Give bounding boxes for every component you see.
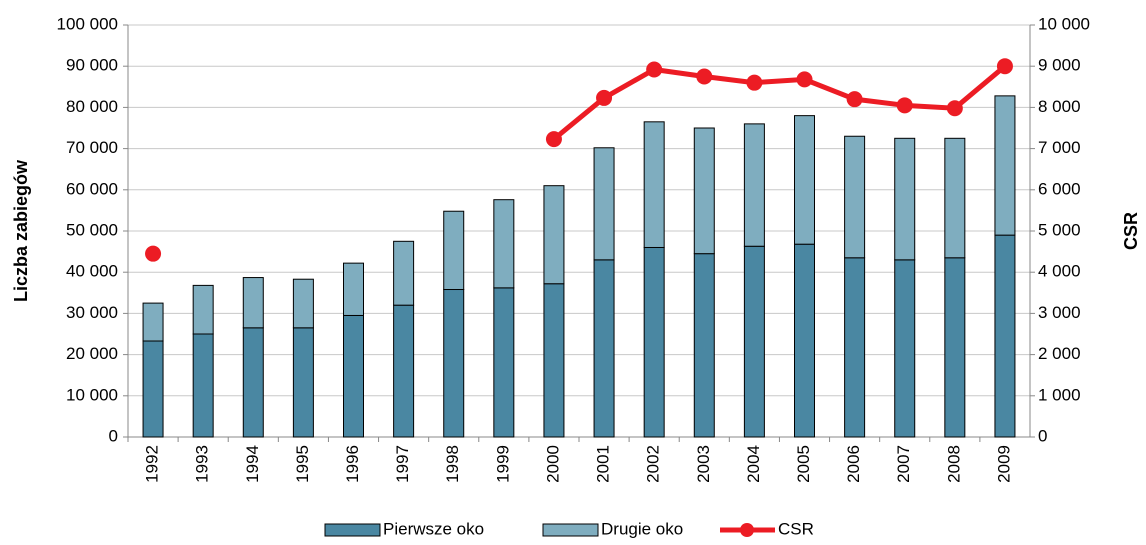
legend-swatch xyxy=(324,523,381,537)
bar xyxy=(343,314,364,438)
legend-swatch xyxy=(542,523,599,537)
bar xyxy=(844,135,866,259)
bar xyxy=(743,123,765,247)
bar xyxy=(894,259,916,438)
x-tick-label: 1994 xyxy=(243,445,262,483)
bar xyxy=(794,243,815,438)
y2-tick-label: 8 000 xyxy=(1038,97,1081,116)
y-tick-label: 30 000 xyxy=(66,303,118,322)
legend-label: CSR xyxy=(778,519,814,538)
bar xyxy=(443,210,465,291)
marker xyxy=(596,89,613,106)
x-tick-label: 2007 xyxy=(894,445,913,483)
bar xyxy=(693,127,715,255)
marker xyxy=(946,100,963,117)
bar xyxy=(693,253,715,438)
bar xyxy=(944,137,966,259)
x-tick-label: 2008 xyxy=(944,445,963,483)
y2-tick-label: 0 xyxy=(1038,426,1047,445)
bar xyxy=(443,289,465,438)
line xyxy=(552,64,1007,142)
y2-tick-label: 6 000 xyxy=(1038,179,1081,198)
x-tick-label: 2003 xyxy=(694,445,713,483)
y-tick-label: 90 000 xyxy=(66,56,118,75)
bar xyxy=(643,246,665,438)
x-tick-label: 2006 xyxy=(844,445,863,483)
bar xyxy=(242,327,264,438)
y-tick-label: 70 000 xyxy=(66,138,118,157)
y2-tick-label: 7 000 xyxy=(1038,138,1081,157)
y-axis-title: Liczba zabiegów xyxy=(11,159,31,302)
y-tick-label: 40 000 xyxy=(66,262,118,281)
x-tick-label: 2002 xyxy=(644,445,663,483)
x-tick-label: 2004 xyxy=(744,445,763,483)
y-tick-label: 60 000 xyxy=(66,179,118,198)
bar xyxy=(643,121,665,248)
x-tick-label: 1997 xyxy=(393,445,412,483)
y-tick-label: 10 000 xyxy=(66,385,118,404)
marker xyxy=(646,61,663,78)
bar xyxy=(894,137,916,261)
legend-label: Pierwsze oko xyxy=(383,519,484,538)
bar xyxy=(493,287,515,438)
x-tick-label: 1996 xyxy=(343,445,362,483)
y-tick-label: 100 000 xyxy=(57,14,118,33)
y2-tick-label: 3 000 xyxy=(1038,303,1081,322)
y-tick-label: 20 000 xyxy=(66,344,118,363)
y2-tick-label: 4 000 xyxy=(1038,262,1081,281)
legend-label: Drugie oko xyxy=(601,519,683,538)
x-tick-label: 2009 xyxy=(994,445,1013,483)
y2-tick-label: 1 000 xyxy=(1038,385,1081,404)
marker xyxy=(145,245,162,262)
bar xyxy=(292,278,314,329)
bar xyxy=(242,277,264,329)
x-tick-label: 1999 xyxy=(493,445,512,483)
y-tick-label: 0 xyxy=(109,426,118,445)
bar xyxy=(543,185,565,285)
marker xyxy=(545,131,562,148)
x-tick-label: 1998 xyxy=(443,445,462,483)
y2-axis-title: CSR xyxy=(1121,212,1141,250)
x-tick-label: 2005 xyxy=(794,445,813,483)
marker xyxy=(846,91,863,108)
y2-tick-label: 10 000 xyxy=(1038,14,1090,33)
bar xyxy=(292,327,314,438)
bar xyxy=(994,95,1016,236)
bar xyxy=(343,262,364,316)
bar xyxy=(593,147,615,261)
bar xyxy=(593,259,615,438)
y-tick-label: 80 000 xyxy=(66,97,118,116)
bar xyxy=(142,340,164,438)
marker xyxy=(896,97,913,114)
marker xyxy=(796,71,813,88)
bar xyxy=(393,240,415,306)
bar xyxy=(192,333,214,438)
marker xyxy=(746,74,763,91)
bar xyxy=(994,234,1016,438)
x-tick-label: 1993 xyxy=(193,445,212,483)
bar xyxy=(393,304,415,438)
bar xyxy=(743,245,765,438)
bar xyxy=(844,257,866,438)
marker xyxy=(996,58,1013,75)
bar xyxy=(142,302,164,342)
x-tick-label: 1995 xyxy=(293,445,312,483)
marker xyxy=(696,68,713,85)
bar xyxy=(794,115,815,245)
y2-tick-label: 5 000 xyxy=(1038,220,1081,239)
x-tick-label: 1992 xyxy=(143,445,162,483)
bar xyxy=(944,257,966,438)
bar xyxy=(493,199,515,289)
bar xyxy=(192,284,214,335)
x-tick-label: 2001 xyxy=(594,445,613,483)
legend-marker xyxy=(740,523,754,537)
y2-tick-label: 2 000 xyxy=(1038,344,1081,363)
x-tick-label: 2000 xyxy=(543,445,562,483)
y-tick-label: 50 000 xyxy=(66,220,118,239)
y2-tick-label: 9 000 xyxy=(1038,56,1081,75)
bar xyxy=(543,283,565,438)
